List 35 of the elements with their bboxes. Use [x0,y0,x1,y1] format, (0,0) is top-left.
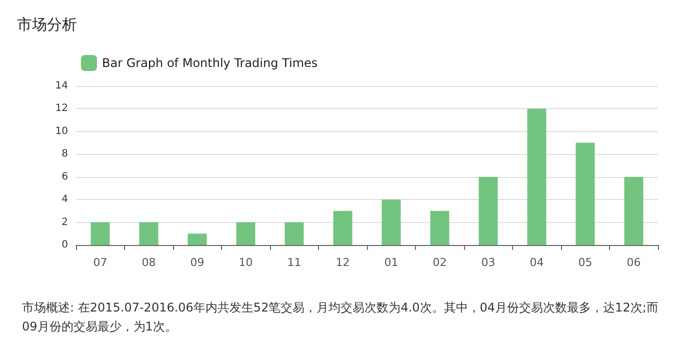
chart-title: 市场分析 [17,16,77,34]
y-tick-label: 14 [55,80,68,92]
legend-label: Bar Graph of Monthly Trading Times [102,56,318,70]
bar [576,142,595,245]
x-tick-label: 01 [384,256,398,269]
x-tick-label: 10 [238,256,253,269]
bar [139,222,158,245]
x-tick-label: 05 [578,256,592,269]
x-tick-label: 08 [142,256,156,269]
y-tick-label: 2 [62,216,68,228]
x-tick-label: 09 [190,256,204,269]
x-tick-label: 11 [287,256,302,269]
x-tick-label: 04 [530,256,544,269]
bar [284,222,304,245]
bar [624,176,644,245]
bar [333,210,352,245]
x-tick-label: 12 [336,256,350,269]
bar [188,234,207,245]
x-tick-label: 06 [626,256,641,269]
bar [430,210,450,245]
bar [382,200,401,245]
text: 市场概述: 在2015.07-2016.06年内共发生52笔交易，月均交易次数为4.0次。其中，04月份交易次数最多，达12次;而09月份的交易最少，为1次。 [22,300,658,334]
y-tick-label: 6 [62,171,68,182]
y-tick-label: 4 [62,194,68,206]
x-tick-label: 03 [481,256,496,269]
x-tick-label: 02 [432,256,447,269]
bar [478,176,498,245]
bar [527,108,546,245]
y-tick-label: 12 [55,103,68,114]
bar [90,222,110,245]
y-tick-label: 8 [62,148,68,160]
y-tick-label: 10 [55,126,68,137]
bar [236,222,256,245]
y-tick-label: 0 [62,240,68,250]
x-tick-label: 07 [93,256,108,269]
